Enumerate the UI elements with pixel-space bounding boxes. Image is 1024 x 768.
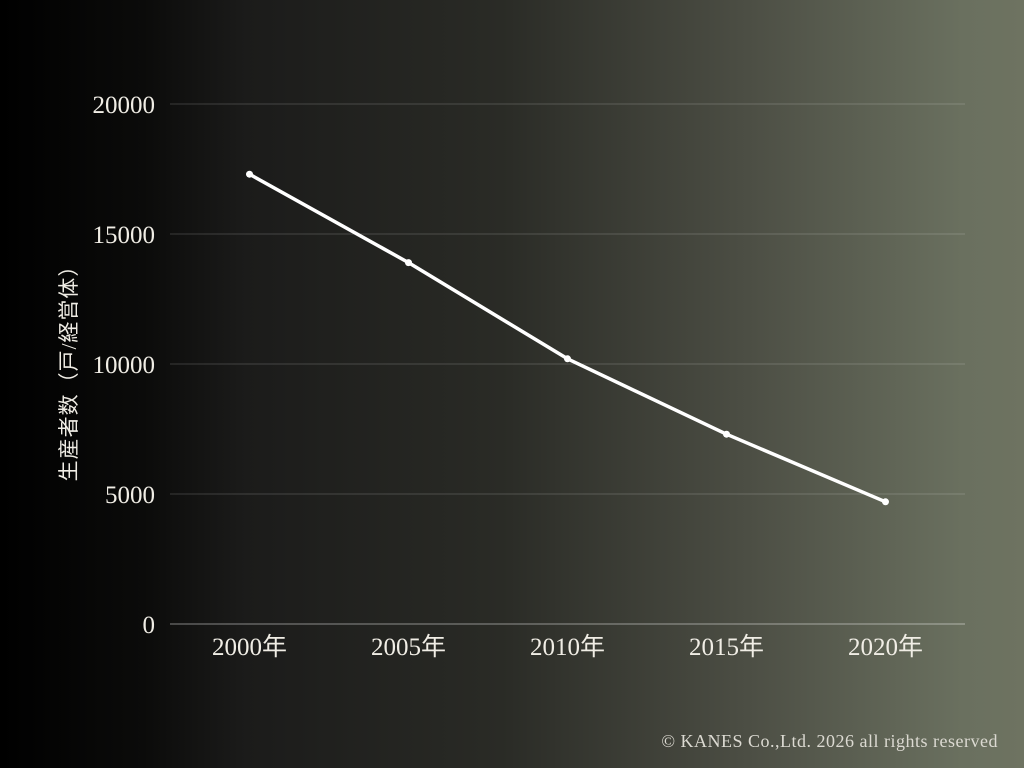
y-tick-label: 0 [143, 612, 156, 639]
x-tick-label: 2000年 [212, 633, 287, 661]
data-point [405, 259, 412, 267]
data-point [882, 498, 889, 506]
x-tick-label: 2005年 [371, 633, 446, 661]
data-line [247, 172, 888, 504]
data-point [564, 355, 571, 363]
y-tick-label: 5000 [105, 482, 155, 509]
footer-copyright: © KANES Co.,Ltd. 2026 all rights reserve… [661, 731, 998, 751]
data-point [246, 170, 253, 178]
y-tick-label: 20000 [93, 92, 156, 119]
y-tick-label: 15000 [93, 222, 156, 249]
x-tick-label: 2010年 [530, 633, 605, 661]
y-axis-label: 生産者数（戸/経営体） [57, 254, 81, 482]
x-tick-label: 2020年 [848, 633, 923, 661]
x-tick-label: 2015年 [689, 633, 764, 661]
y-tick-label: 10000 [93, 352, 156, 379]
data-point [723, 430, 730, 438]
